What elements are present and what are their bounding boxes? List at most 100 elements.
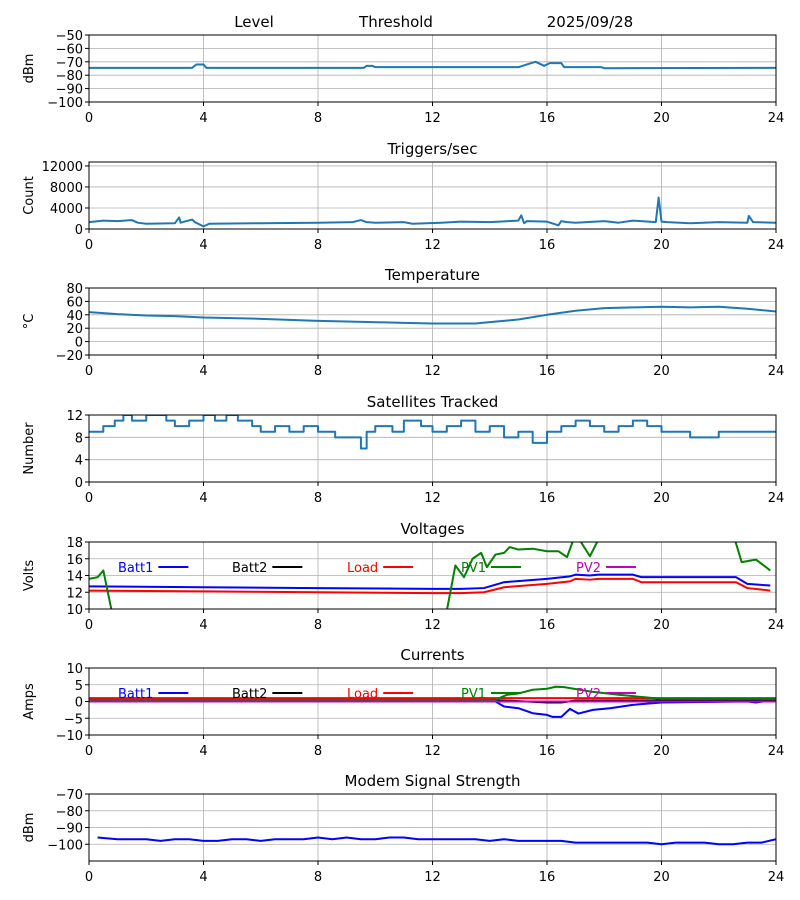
axes-frame: [88, 287, 777, 356]
legend-label-load: Load: [347, 561, 378, 576]
chart-title-part: Threshold: [358, 13, 433, 31]
x-tick-label: 20: [653, 238, 670, 253]
y-axis-label: Count: [22, 176, 37, 215]
legend-label-batt2: Batt2: [232, 687, 267, 702]
y-tick-label: 4: [75, 454, 83, 469]
x-tick-label: 8: [314, 364, 322, 379]
x-tick-label: 16: [539, 364, 556, 379]
x-tick-label: 24: [768, 870, 785, 885]
y-tick-label: 18: [66, 536, 83, 551]
y-tick-label: 40: [66, 309, 83, 324]
x-tick-label: 16: [539, 870, 556, 885]
x-tick-label: 4: [199, 744, 207, 759]
y-tick-label: 0: [75, 223, 83, 238]
x-tick-label: 0: [85, 870, 93, 885]
y-tick-label: 10: [66, 662, 83, 677]
subplot-0: 0 4 8 12 16 20 24 −50−60−70−80−90−100 Level Thres…: [22, 13, 784, 126]
legend-label-batt1: Batt1: [118, 687, 153, 702]
x-tick-label: 4: [199, 870, 207, 885]
axes-frame: [88, 667, 777, 736]
x-tick-label: 0: [85, 744, 93, 759]
x-tick-label: 4: [199, 364, 207, 379]
x-tick-label: 24: [768, 618, 785, 633]
x-tick-label: 4: [199, 491, 207, 506]
chart-title: Modem Signal Strength: [345, 772, 521, 790]
series-line-satellites: [89, 415, 776, 450]
x-tick-label: 0: [85, 491, 93, 506]
legend-label-load: Load: [347, 687, 378, 702]
y-tick-label: −100: [47, 838, 83, 853]
x-tick-label: 12: [424, 744, 441, 759]
x-tick-label: 8: [314, 111, 322, 126]
x-tick-label: 0: [85, 618, 93, 633]
y-axis-label: Volts: [22, 560, 37, 592]
y-tick-label: −20: [56, 349, 83, 364]
chart-title: Triggers/sec: [387, 140, 478, 158]
axes-frame: [88, 793, 777, 862]
x-tick-label: 12: [424, 238, 441, 253]
series-line-pv1: [89, 685, 776, 701]
subplot-6: 0 4 8 12 16 20 24 −70 −80 −90−100 Modem Signal Str…: [22, 772, 784, 885]
chart-title-part: Level: [234, 13, 274, 31]
y-tick-label: 0: [75, 336, 83, 351]
series-line-batt1: [89, 699, 771, 718]
axes-frame: [88, 414, 777, 483]
y-tick-label: −60: [56, 42, 83, 57]
y-tick-label: −100: [47, 96, 83, 111]
series-line-batt1: [89, 573, 771, 590]
x-tick-label: 4: [199, 111, 207, 126]
y-tick-label: −80: [56, 69, 83, 84]
y-tick-label: 8000: [50, 181, 83, 196]
legend-label-pv1: PV1: [461, 561, 486, 576]
x-tick-label: 20: [653, 491, 670, 506]
y-axis-label: Number: [22, 422, 37, 475]
y-axis-label: dBm: [22, 54, 37, 84]
axes-frame: [88, 541, 777, 610]
subplot-3: 0 4 8 12 16 20 24 0 4 8 12 Satellites Tracked Number: [22, 393, 784, 506]
axes-frame: [88, 161, 777, 230]
y-axis-label: Amps: [22, 683, 37, 720]
x-tick-label: 16: [539, 744, 556, 759]
legend-label-pv2: PV2: [576, 561, 601, 576]
y-tick-label: 10: [66, 603, 83, 618]
x-tick-label: 8: [314, 491, 322, 506]
x-tick-label: 0: [85, 111, 93, 126]
x-tick-label: 16: [539, 491, 556, 506]
x-tick-label: 16: [539, 111, 556, 126]
x-tick-label: 24: [768, 744, 785, 759]
y-tick-label: 80: [66, 282, 83, 297]
y-tick-label: −90: [56, 822, 83, 837]
legend-label-batt1: Batt1: [118, 561, 153, 576]
chart-title: Voltages: [400, 520, 464, 538]
x-tick-label: 8: [314, 238, 322, 253]
y-tick-label: 0: [75, 476, 83, 491]
y-tick-label: 0: [75, 696, 83, 711]
y-tick-label: 12: [66, 409, 83, 424]
legend-label-batt2: Batt2: [232, 561, 267, 576]
series-line-triggers: [89, 196, 776, 228]
x-tick-label: 8: [314, 618, 322, 633]
y-axis-label: dBm: [22, 813, 37, 843]
series-line-load: [89, 577, 771, 595]
x-tick-label: 20: [653, 870, 670, 885]
y-tick-label: 5: [75, 679, 83, 694]
y-tick-label: 60: [66, 295, 83, 310]
y-tick-label: 12: [66, 586, 83, 601]
x-tick-label: 0: [85, 364, 93, 379]
y-tick-label: −5: [64, 712, 83, 727]
chart-title: Currents: [400, 646, 464, 664]
x-tick-label: 12: [424, 870, 441, 885]
x-tick-label: 24: [768, 111, 785, 126]
x-tick-label: 0: [85, 238, 93, 253]
x-tick-label: 12: [424, 618, 441, 633]
x-tick-label: 16: [539, 238, 556, 253]
x-tick-label: 20: [653, 744, 670, 759]
x-tick-label: 8: [314, 744, 322, 759]
axes-frame: [88, 34, 777, 103]
x-tick-label: 12: [424, 364, 441, 379]
x-tick-label: 20: [653, 364, 670, 379]
x-tick-label: 4: [199, 618, 207, 633]
